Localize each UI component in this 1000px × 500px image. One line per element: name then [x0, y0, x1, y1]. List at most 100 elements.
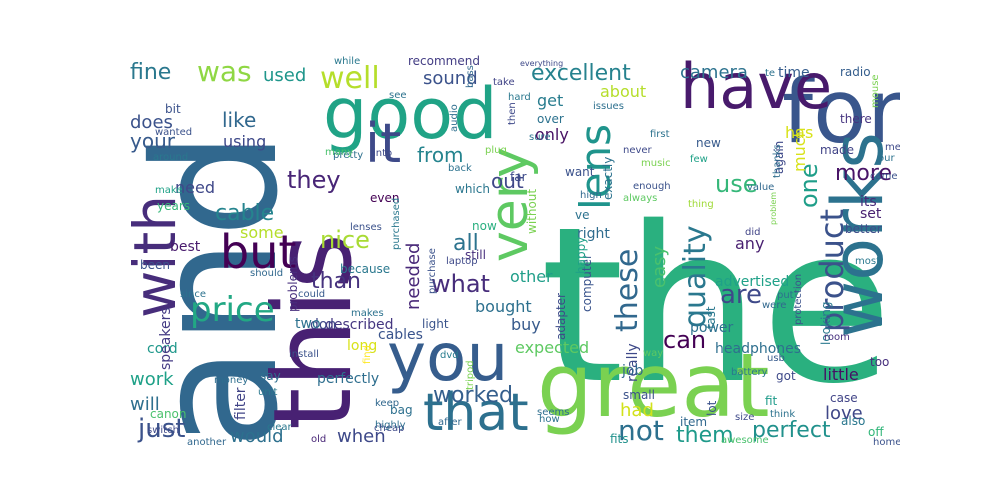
cloud-word-set: set [860, 206, 882, 222]
cloud-word-still: still [465, 248, 486, 262]
cloud-word-than: than [311, 269, 361, 294]
cloud-word-perfect: perfect [752, 418, 831, 443]
cloud-word-should: should [250, 268, 283, 279]
cloud-word-off: off [868, 425, 884, 439]
cloud-word-bass: bass [465, 65, 476, 88]
cloud-word-around: around [153, 152, 188, 163]
cloud-word-far: far [510, 170, 527, 184]
cloud-word-music: music [641, 158, 671, 169]
cloud-word-clear: clear [267, 422, 293, 433]
cloud-word-makes: makes [351, 308, 384, 319]
cloud-word-have: have [680, 50, 832, 123]
cloud-word-recommend: recommend [408, 54, 480, 68]
cloud-word-make: make [155, 185, 182, 196]
cloud-word-been: been [140, 258, 170, 272]
cloud-word-again: again [772, 141, 786, 174]
cloud-word-ve: ve [575, 208, 589, 222]
cloud-word-after: after [438, 417, 463, 428]
cloud-word-find: find [362, 345, 373, 364]
cloud-word-adapter: adapter [554, 293, 568, 340]
cloud-word-which: which [455, 182, 490, 196]
cloud-word-cable: cable [215, 201, 274, 226]
cloud-word-new: new [696, 136, 721, 150]
cloud-word-time: time [778, 65, 810, 81]
cloud-word-excellent: excellent [531, 61, 631, 86]
cloud-word-way: way [643, 348, 663, 359]
cloud-word-not: not [618, 414, 664, 447]
cloud-word-could: could [298, 289, 325, 300]
cloud-word-over: over [537, 112, 564, 126]
cloud-word-these: these [610, 249, 645, 332]
cloud-word-issues: issues [593, 101, 624, 112]
cloud-word-work: work [130, 369, 174, 390]
cloud-word-tripod: tripod [465, 360, 476, 390]
cloud-word-but: but [220, 225, 296, 279]
cloud-word-protection: protection [793, 274, 804, 325]
cloud-word-advertised: advertised [715, 274, 789, 290]
cloud-word-size: size [735, 412, 754, 423]
cloud-word-speakers: speakers [158, 307, 174, 370]
cloud-word-described: described [325, 317, 394, 333]
cloud-word-most: most [855, 256, 880, 267]
cloud-word-needed: needed [403, 243, 424, 310]
cloud-word-cables: cables [378, 327, 423, 343]
cloud-word-cord: cord [147, 341, 178, 357]
cloud-word-got: got [776, 369, 796, 383]
cloud-word-headphones: headphones [715, 341, 801, 357]
cloud-word-nice: nice [320, 226, 370, 254]
cloud-word-enough: enough [633, 181, 671, 192]
cloud-word-perfectly: perfectly [317, 371, 379, 387]
cloud-word-switch: switch [147, 425, 179, 436]
cloud-word-looking: looking [819, 301, 833, 345]
cloud-word-long: long [347, 338, 377, 354]
cloud-word-quality: quality [678, 225, 713, 328]
cloud-word-usb: usb [767, 353, 785, 364]
cloud-word-since: since [180, 289, 206, 300]
cloud-word-because: because [340, 262, 390, 276]
cloud-word-take: take [493, 77, 515, 88]
cloud-word-thing: thing [688, 199, 714, 210]
cloud-word-job: job [621, 363, 643, 379]
cloud-word-problem: problem [769, 192, 778, 225]
cloud-word-came: came [870, 171, 898, 182]
cloud-word-purchased: purchased [391, 198, 402, 250]
cloud-word-mouse: mouse [870, 74, 881, 108]
cloud-word-many: many [325, 147, 353, 158]
cloud-word-bag: bag [390, 403, 413, 417]
cloud-word-radio: radio [840, 65, 871, 79]
cloud-word-also: also [841, 414, 865, 428]
cloud-word-only: only [535, 125, 569, 144]
cloud-word-other: other [510, 267, 553, 286]
cloud-word-think: think [770, 409, 795, 420]
cloud-word-fit: fit [765, 394, 778, 408]
cloud-word-with: with [125, 195, 189, 318]
cloud-word-were: were [762, 300, 786, 311]
cloud-word-better: better [845, 222, 882, 236]
cloud-word-lens: lens [571, 124, 620, 210]
cloud-word-sure: sure [529, 132, 551, 143]
cloud-word-best: best [170, 239, 201, 255]
cloud-word-keep: keep [375, 398, 399, 409]
cloud-word-home: home [873, 437, 900, 448]
cloud-word-money: money [214, 375, 248, 386]
cloud-word-this: this [251, 233, 376, 430]
cloud-word-awesome: awesome [721, 435, 769, 446]
cloud-word-used: used [263, 65, 306, 86]
cloud-word-are: are [720, 280, 762, 310]
cloud-word-and: and [125, 130, 316, 450]
cloud-word-one: one [795, 163, 823, 208]
cloud-word-does: does [130, 112, 173, 133]
cloud-word-case: case [830, 391, 858, 405]
cloud-word-power: power [690, 320, 734, 336]
cloud-word-expected: expected [515, 338, 589, 357]
cloud-word-more: more [835, 161, 892, 186]
cloud-word-them: them [676, 423, 734, 448]
cloud-word-plug: plug [485, 145, 507, 156]
cloud-word-exactly: exactly [601, 157, 615, 200]
cloud-word-need: need [175, 178, 215, 197]
cloud-word-was: was [197, 55, 252, 88]
cloud-word-would: would [230, 426, 284, 447]
cloud-word-any: any [735, 234, 764, 253]
cloud-word-without: without [525, 189, 539, 234]
